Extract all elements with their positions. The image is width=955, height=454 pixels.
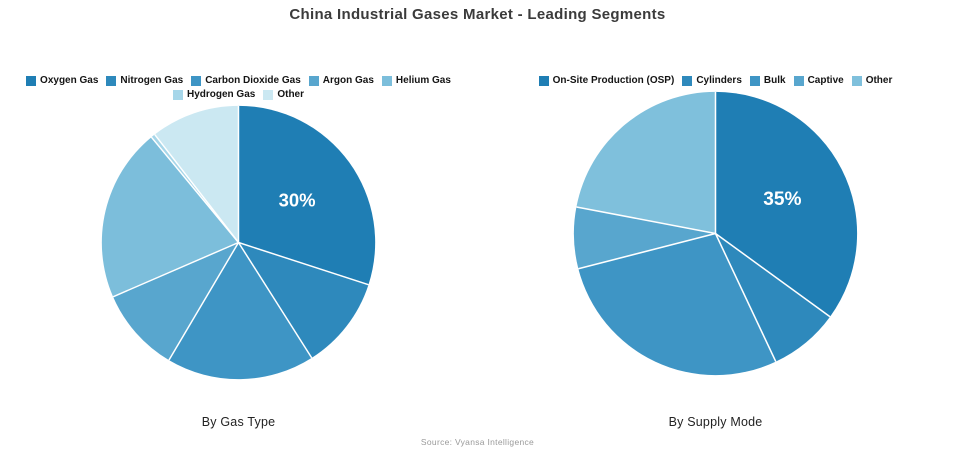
legend-label: Nitrogen Gas [120,75,184,86]
pie-slice [113,242,239,361]
legend-item: Hydrogen Gas [172,89,256,100]
chart-gas-type: Oxygen Gas Nitrogen Gas Carbon Dioxide Gas… [0,75,477,453]
pie-slice [238,242,369,358]
chart-supply-mode: On-Site Production (OSP) Cylinders Bulk Cap… [477,75,954,453]
legend-item: Argon Gas [308,75,374,86]
slice-separator [578,232,716,270]
legend-label: Helium Gas [395,75,451,86]
legend-swatch [308,75,319,86]
pie-value-label: 35% [763,189,801,210]
legend-swatch [263,89,274,100]
legend-supply-mode: On-Site Production (OSP) Cylinders Bulk Cap… [533,75,899,86]
slice-separator [237,242,313,359]
slice-separator [715,232,831,318]
slice-separator [238,241,369,286]
legend-swatch [191,75,202,86]
slice-separator [576,206,716,235]
legend-label: Cylinders [696,75,742,86]
chart-caption-supply-mode: By Supply Mode [668,415,763,429]
legend-swatch [381,75,392,86]
legend-swatch [26,75,37,86]
pie-slice [573,206,716,269]
legend-label: On-Site Production (OSP) [552,75,675,86]
legend-item: Nitrogen Gas [106,75,183,86]
source-note: Source: Vyansa Intelligence [420,437,535,447]
legend-item: On-Site Production (OSP) [538,75,675,86]
legend-label: Bulk [763,75,786,86]
legend-swatch [538,75,549,86]
pie-slice [238,105,376,285]
legend-item: Carbon Dioxide Gas [191,75,301,86]
pie-slice [168,242,312,380]
legend-gas-type: Oxygen Gas Nitrogen Gas Carbon Dioxide Gas… [0,75,477,100]
legend-swatch [749,75,760,86]
chart-caption-gas-type: By Gas Type [201,415,276,429]
legend-label: Hydrogen Gas [186,89,256,100]
legend-swatch [106,75,117,86]
slice-separator [112,241,239,298]
legend-label: Other [865,75,893,86]
legend-item: Helium Gas [381,75,451,86]
pie-svg: 35% [573,91,858,376]
slice-separator [154,134,240,243]
legend-item: Captive [793,75,844,86]
pie-slice [578,233,776,376]
legend-swatch [851,75,862,86]
legend-swatch [172,89,183,100]
legend-label: Captive [807,75,844,86]
legend-item: Other [851,75,893,86]
legend-item: Other [263,89,304,100]
slice-separator [168,242,240,361]
pie-chart-supply-mode: 35% [572,90,859,377]
pie-svg: 30% [101,105,376,380]
pie-slice [715,91,858,317]
pie-slice [576,91,716,234]
legend-label: Oxygen Gas [40,75,99,86]
legend-label: Carbon Dioxide Gas [205,75,301,86]
slice-separator [714,233,777,362]
legend-swatch [682,75,693,86]
legend-label: Argon Gas [322,75,374,86]
pie-slice [154,105,239,243]
pie-slice [715,233,831,362]
charts-row: Oxygen Gas Nitrogen Gas Carbon Dioxide Gas… [0,75,955,453]
pie-chart-gas-type: 30% [100,104,377,381]
legend-swatch [793,75,804,86]
legend-label: Other [277,89,305,100]
legend-item: Cylinders [682,75,742,86]
legend-item: Bulk [749,75,786,86]
page-title: China Industrial Gases Market - Leading … [289,6,666,23]
legend-item: Oxygen Gas [26,75,98,86]
pie-value-label: 30% [279,189,316,210]
